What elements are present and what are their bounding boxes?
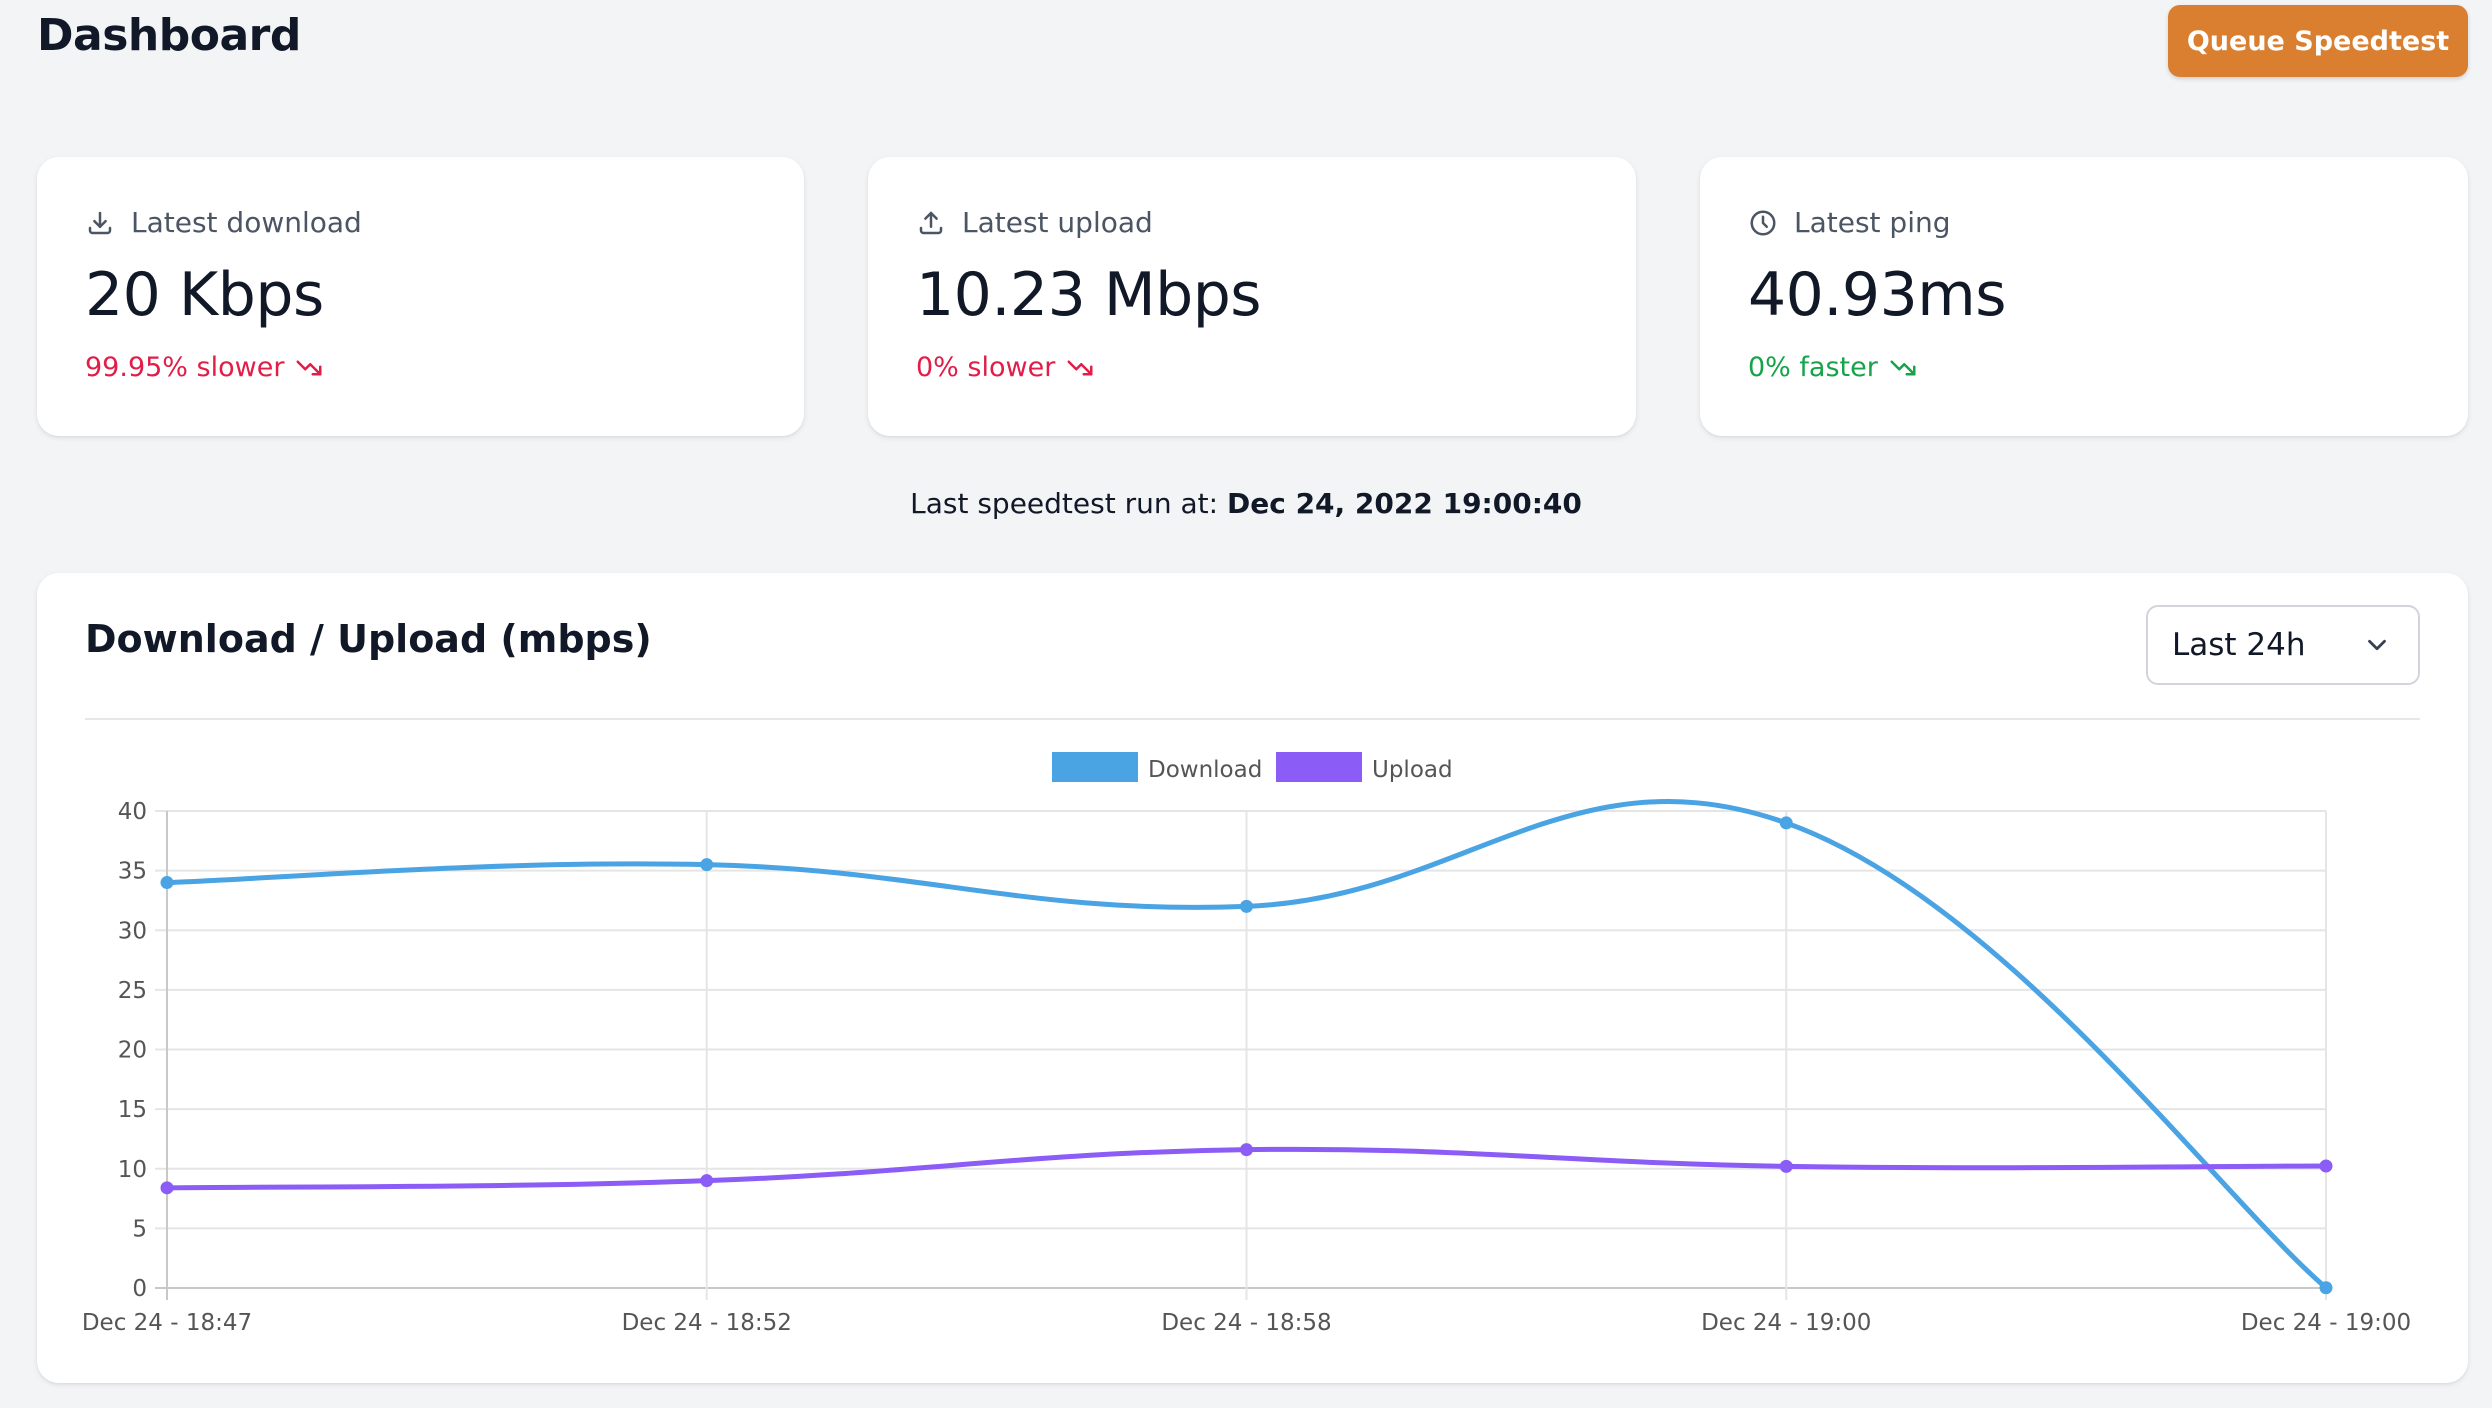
y-tick-label: 10 xyxy=(118,1157,147,1183)
speed-line-chart: 0 5 10 15 20 25 30 35 40 Dec 24 - 18:47 Dec 24 - 1… xyxy=(82,752,2411,1336)
download-point xyxy=(700,858,714,872)
latest-ping-card: Latest ping 40.93ms 0% faster xyxy=(1700,157,2468,436)
latest-upload-change-text: 0% slower xyxy=(916,352,1056,383)
queue-speedtest-button[interactable]: Queue Speedtest xyxy=(2168,5,2468,77)
upload-legend-swatch xyxy=(1276,752,1362,782)
y-tick-label: 20 xyxy=(118,1038,147,1064)
download-icon xyxy=(88,211,112,234)
download-point xyxy=(160,876,174,890)
upload-legend-label: Upload xyxy=(1372,757,1453,783)
download-series-line xyxy=(166,799,2328,1290)
y-tick-label: 25 xyxy=(118,978,147,1004)
y-tick-label: 15 xyxy=(118,1097,147,1123)
latest-download-label-row: Latest download xyxy=(85,206,362,239)
trend-down-icon xyxy=(296,360,322,375)
upload-point xyxy=(700,1174,714,1188)
download-point xyxy=(1240,899,1253,913)
latest-ping-change-text: 0% faster xyxy=(1748,352,1878,383)
page-title: Dashboard xyxy=(37,10,301,61)
download-point xyxy=(2319,1281,2333,1295)
upload-point xyxy=(160,1181,174,1195)
trend-down-icon xyxy=(1890,360,1916,375)
x-tick-label: Dec 24 - 19:00 xyxy=(1701,1310,1871,1336)
latest-upload-card: Latest upload 10.23 Mbps 0% slower xyxy=(868,157,1636,436)
latest-download-value: 20 Kbps xyxy=(85,260,324,330)
latest-ping-label-row: Latest ping xyxy=(1748,206,1951,239)
latest-download-label: Latest download xyxy=(131,206,362,239)
upload-point xyxy=(1240,1143,1253,1157)
download-legend-label: Download xyxy=(1148,757,1262,783)
upload-point xyxy=(2319,1159,2333,1173)
download-legend-swatch xyxy=(1052,752,1138,782)
latest-upload-change: 0% slower xyxy=(916,352,1095,383)
upload-icon xyxy=(919,211,943,234)
latest-upload-label: Latest upload xyxy=(962,206,1153,239)
upload-point xyxy=(1779,1159,1793,1173)
y-tick-label: 5 xyxy=(132,1216,147,1242)
last-speedtest-run: Last speedtest run at: Dec 24, 2022 19:0… xyxy=(0,487,2492,520)
last-run-value: Dec 24, 2022 19:00:40 xyxy=(1226,487,1582,520)
y-tick-label: 0 xyxy=(132,1276,147,1302)
latest-upload-value: 10.23 Mbps xyxy=(916,260,1262,330)
time-range-value: Last 24h xyxy=(2172,627,2306,663)
x-tick-label: Dec 24 - 18:47 xyxy=(82,1310,252,1336)
latest-ping-change: 0% faster xyxy=(1748,352,1918,383)
x-tick-label: Dec 24 - 19:00 xyxy=(2241,1310,2411,1336)
trend-down-icon xyxy=(1067,360,1093,375)
latest-download-change-text: 99.95% slower xyxy=(85,352,285,383)
last-run-label: Last speedtest run at: xyxy=(910,487,1219,520)
x-tick-label: Dec 24 - 18:52 xyxy=(622,1310,792,1336)
latest-download-change: 99.95% slower xyxy=(85,352,324,383)
chart-card: Download / Upload (mbps) Last 24h 0 5 10 15… xyxy=(37,573,2468,1383)
x-tick-label: Dec 24 - 18:58 xyxy=(1161,1310,1331,1336)
chart-header-divider xyxy=(85,718,2420,720)
time-range-select[interactable]: Last 24h xyxy=(2146,605,2420,685)
y-tick-label: 30 xyxy=(118,918,147,944)
y-tick-label: 35 xyxy=(118,859,147,885)
latest-ping-label: Latest ping xyxy=(1794,206,1951,239)
chevron-down-icon xyxy=(2368,639,2386,651)
y-tick-label: 40 xyxy=(118,799,147,825)
download-point xyxy=(1779,816,1793,830)
latest-ping-value: 40.93ms xyxy=(1748,260,2006,330)
chart-title: Download / Upload (mbps) xyxy=(85,617,652,661)
clock-icon xyxy=(1750,210,1776,235)
latest-upload-label-row: Latest upload xyxy=(916,206,1153,239)
latest-download-card: Latest download 20 Kbps 99.95% slower xyxy=(37,157,804,436)
